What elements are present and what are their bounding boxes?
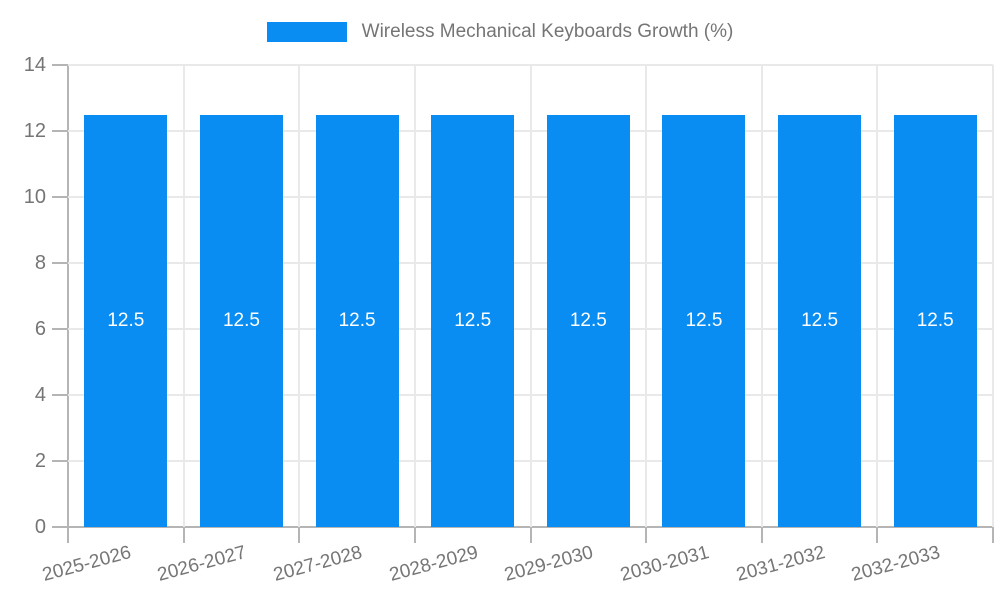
bar[interactable]: 12.5	[84, 114, 168, 527]
x-axis-tick	[992, 527, 994, 543]
y-axis-tick	[52, 526, 68, 528]
plot-area: 12.5 12.5 12.5 12.5 12.5 12.5 12.5 12.5	[68, 64, 994, 528]
y-axis-tick	[52, 196, 68, 198]
x-axis-tick	[67, 527, 69, 543]
x-axis-tick	[182, 527, 185, 543]
x-axis-tick	[413, 527, 416, 543]
x-axis-tick	[529, 527, 532, 543]
vertical-gridline	[645, 65, 648, 527]
vertical-gridline	[298, 65, 301, 527]
vertical-gridline	[182, 65, 185, 527]
bar-value-label: 12.5	[685, 309, 723, 331]
y-axis-tick	[52, 394, 68, 396]
y-axis-label: 14	[23, 54, 46, 76]
y-axis-label: 10	[23, 186, 46, 208]
bar[interactable]: 12.5	[546, 114, 630, 527]
bar-value-label: 12.5	[916, 309, 954, 331]
bar-value-label: 12.5	[569, 309, 607, 331]
y-axis-label: 2	[34, 450, 46, 472]
legend-item[interactable]: Wireless Mechanical Keyboards Growth (%)	[266, 21, 734, 43]
x-axis-tick	[876, 527, 879, 543]
y-axis-tick	[52, 460, 68, 462]
vertical-gridline	[529, 65, 532, 527]
bar[interactable]: 12.5	[315, 114, 399, 527]
legend-label: Wireless Mechanical Keyboards Growth (%)	[361, 21, 734, 42]
y-axis-label: 0	[34, 516, 46, 538]
vertical-gridline	[413, 65, 416, 527]
y-axis-tick	[52, 64, 68, 66]
bar-value-label: 12.5	[454, 309, 492, 331]
x-axis-tick	[760, 527, 763, 543]
vertical-gridline	[876, 65, 879, 527]
bar[interactable]: 12.5	[893, 114, 977, 527]
vertical-gridline	[992, 65, 994, 527]
y-axis-label: 4	[34, 384, 46, 406]
y-axis-line	[67, 65, 69, 543]
legend: Wireless Mechanical Keyboards Growth (%)	[0, 18, 1000, 46]
y-axis-tick	[52, 130, 68, 132]
y-axis-label: 8	[34, 252, 46, 274]
x-axis-tick	[298, 527, 301, 543]
y-axis-label: 12	[23, 120, 46, 142]
y-axis-label: 6	[34, 318, 46, 340]
vertical-gridline	[760, 65, 763, 527]
y-axis-tick	[52, 262, 68, 264]
bar[interactable]: 12.5	[199, 114, 283, 527]
bar-value-label: 12.5	[801, 309, 839, 331]
y-axis-tick	[52, 328, 68, 330]
bar-value-label: 12.5	[222, 309, 260, 331]
legend-swatch	[266, 22, 347, 42]
bar[interactable]: 12.5	[431, 114, 515, 527]
bar-value-label: 12.5	[338, 309, 376, 331]
bar[interactable]: 12.5	[778, 114, 862, 527]
bar[interactable]: 12.5	[662, 114, 746, 527]
x-axis-tick	[645, 527, 648, 543]
bar-value-label: 12.5	[107, 309, 145, 331]
